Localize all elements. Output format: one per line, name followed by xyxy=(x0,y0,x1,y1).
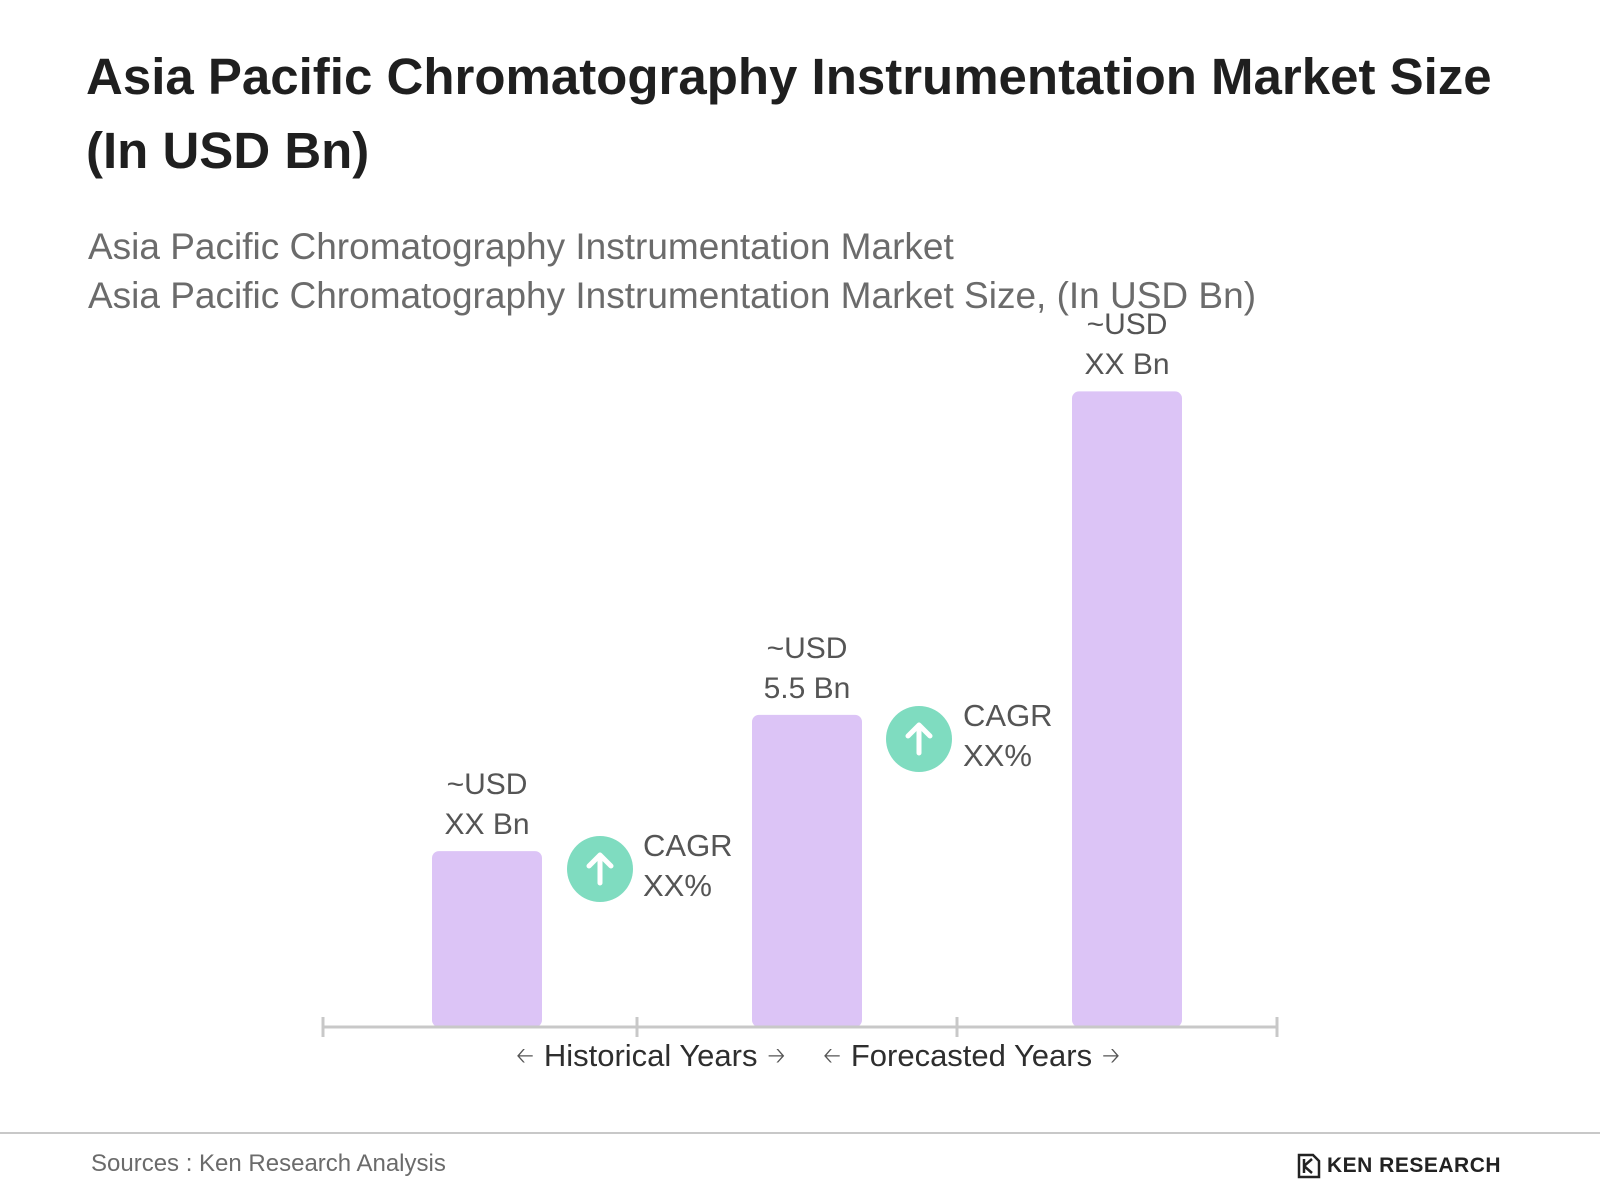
arrow-left-icon: 🡠 xyxy=(823,1043,841,1068)
period-historical: 🡠 Historical Years 🡢 xyxy=(506,1036,795,1076)
arrow-left-icon: 🡠 xyxy=(516,1043,534,1068)
arrow-up-icon xyxy=(886,706,952,772)
cagr-label: CAGR xyxy=(963,698,1053,733)
period-historical-label: Historical Years xyxy=(543,1038,758,1073)
footer-divider xyxy=(0,1132,1600,1134)
brand-logo: KEN RESEARCH xyxy=(1297,1153,1501,1179)
cagr-label: CAGR xyxy=(643,828,733,863)
arrow-right-icon: 🡢 xyxy=(767,1043,786,1068)
bar-value-prefix: ~USD xyxy=(1086,308,1168,342)
cagr-annotation: CAGR XX% xyxy=(643,826,733,906)
cagr-value: XX% xyxy=(643,868,712,903)
source-note: Sources : Ken Research Analysis xyxy=(91,1150,446,1177)
arrow-right-icon: 🡢 xyxy=(1102,1043,1120,1068)
bar xyxy=(432,851,542,1027)
bar-value-prefix: ~USD xyxy=(766,631,848,665)
arrow-up-icon xyxy=(567,836,633,902)
ken-research-logo-icon xyxy=(1297,1153,1321,1179)
subtitle-line-2: Asia Pacific Chromatography Instrumentat… xyxy=(88,275,1257,316)
subtitle-line-1: Asia Pacific Chromatography Instrumentat… xyxy=(88,226,954,267)
bar-value-prefix: ~USD xyxy=(446,768,528,802)
bar-value-amount: XX Bn xyxy=(444,808,530,842)
bar-value-label: ~USD 5.5 Bn xyxy=(697,629,917,709)
bar xyxy=(1072,391,1182,1027)
cagr-annotation: CAGR XX% xyxy=(963,696,1053,776)
bar-value-label: ~USD XX Bn xyxy=(1017,305,1237,385)
bar-value-amount: XX Bn xyxy=(1084,348,1170,382)
period-forecasted: 🡠 Forecasted Years 🡢 xyxy=(813,1036,1130,1076)
chart-title: Asia Pacific Chromatography Instrumentat… xyxy=(86,48,1492,179)
bar xyxy=(752,714,862,1027)
bar-value-label: ~USD XX Bn xyxy=(377,765,597,845)
bar-value-amount: 5.5 Bn xyxy=(763,671,851,705)
brand-name: KEN RESEARCH xyxy=(1327,1154,1502,1177)
cagr-value: XX% xyxy=(963,738,1032,773)
period-forecasted-label: Forecasted Years xyxy=(850,1038,1093,1073)
chart-subtitle: Asia Pacific Chromatography Instrumentat… xyxy=(88,222,1488,320)
